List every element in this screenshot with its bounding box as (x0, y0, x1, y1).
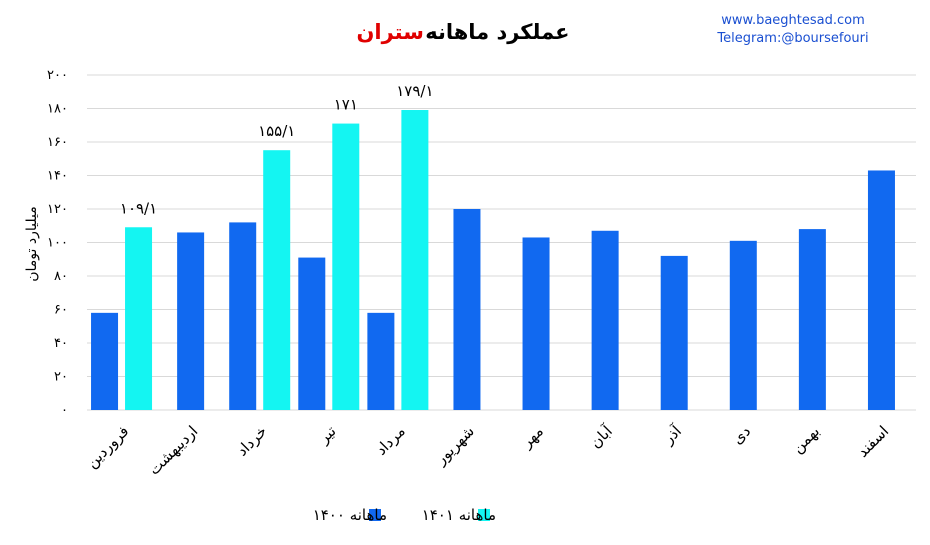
bar-1400 (591, 230, 619, 410)
x-category-label: بهمن (788, 422, 823, 457)
telegram-handle: Telegram:@boursefouri (716, 31, 868, 46)
y-tick-label: ۱۸۰ (47, 102, 68, 117)
y-tick-label: ۲۰ (54, 370, 68, 385)
bars (91, 110, 895, 410)
gridlines (87, 74, 916, 411)
y-tick-label: ۲۰۰ (47, 68, 68, 83)
bar-1400 (729, 240, 757, 410)
x-category-label: آذر (659, 422, 686, 449)
y-axis-title: میلیارد تومان (24, 206, 40, 281)
y-tick-label: ۱۶۰ (47, 135, 68, 150)
x-category-label: خرداد (233, 422, 271, 460)
data-label: ۱۰۹/۱ (120, 199, 157, 217)
bar-1401 (263, 150, 291, 410)
data-label: ۱۷۱ (334, 96, 358, 114)
y-tick-label: ۶۰ (54, 303, 68, 318)
bar-1400 (91, 312, 119, 410)
bar-1400 (229, 222, 257, 410)
x-category-label: شهریور (431, 422, 478, 469)
x-category-label: تیر (314, 422, 339, 447)
x-category-label: اسفند (854, 422, 893, 461)
bar-1400 (867, 170, 895, 410)
bar-1400 (177, 232, 205, 410)
y-tick-label: ۰ (61, 403, 68, 418)
bar-1401 (125, 227, 153, 410)
x-category-labels: فروردین اردیبهشت خرداد تیر مرداد شهریور مهر آبا… (83, 422, 893, 479)
bar-1401 (401, 110, 429, 410)
legend-swatch-1400 (369, 509, 381, 521)
y-tick-label: ۱۲۰ (47, 202, 68, 217)
legend-swatch-1401 (478, 509, 490, 521)
website-url: www.baeghtesad.com (721, 13, 865, 28)
y-tick-label: ۱۰۰ (47, 236, 68, 251)
x-category-label: فروردین (83, 422, 133, 472)
data-labels: ۱۰۹/۱ ۱۵۵/۱ ۱۷۱ ۱۷۹/۱ (120, 82, 434, 217)
chart-title-main: عملکرد ماهانه (425, 20, 569, 44)
y-tick-label: ۱۴۰ (47, 169, 68, 184)
y-tick-label: ۸۰ (54, 269, 68, 284)
data-label: ۱۵۵/۱ (258, 122, 295, 140)
legend-label-1400: ماهانه ۱۴۰۰ (313, 506, 387, 524)
legend-label-1401: ماهانه ۱۴۰۱ (422, 506, 496, 524)
y-tick-labels: ۰ ۲۰ ۴۰ ۶۰ ۸۰ ۱۰۰ ۱۲۰ ۱۴۰ ۱۶۰ ۱۸۰ ۲۰۰ (47, 68, 68, 418)
data-label: ۱۷۹/۱ (396, 82, 433, 100)
chart-title: عملکرد ماهانه ستران (356, 20, 569, 44)
legend: ماهانه ۱۴۰۰ ماهانه ۱۴۰۱ (313, 506, 496, 524)
chart-title-highlight: ستران (356, 20, 423, 44)
x-category-label: مرداد (372, 422, 409, 459)
x-category-label: آبان (586, 422, 616, 452)
bar-1400 (660, 255, 688, 410)
bar-1400 (798, 229, 826, 410)
bar-1400 (298, 257, 326, 410)
bar-1400 (453, 209, 481, 410)
x-category-label: اردیبهشت (145, 422, 201, 478)
y-tick-label: ۴۰ (54, 336, 68, 351)
x-category-label: دی (728, 422, 754, 448)
bar-1400 (367, 312, 395, 410)
bar-1401 (332, 123, 360, 410)
x-category-label: مهر (517, 422, 547, 452)
bar-1400 (522, 237, 550, 410)
